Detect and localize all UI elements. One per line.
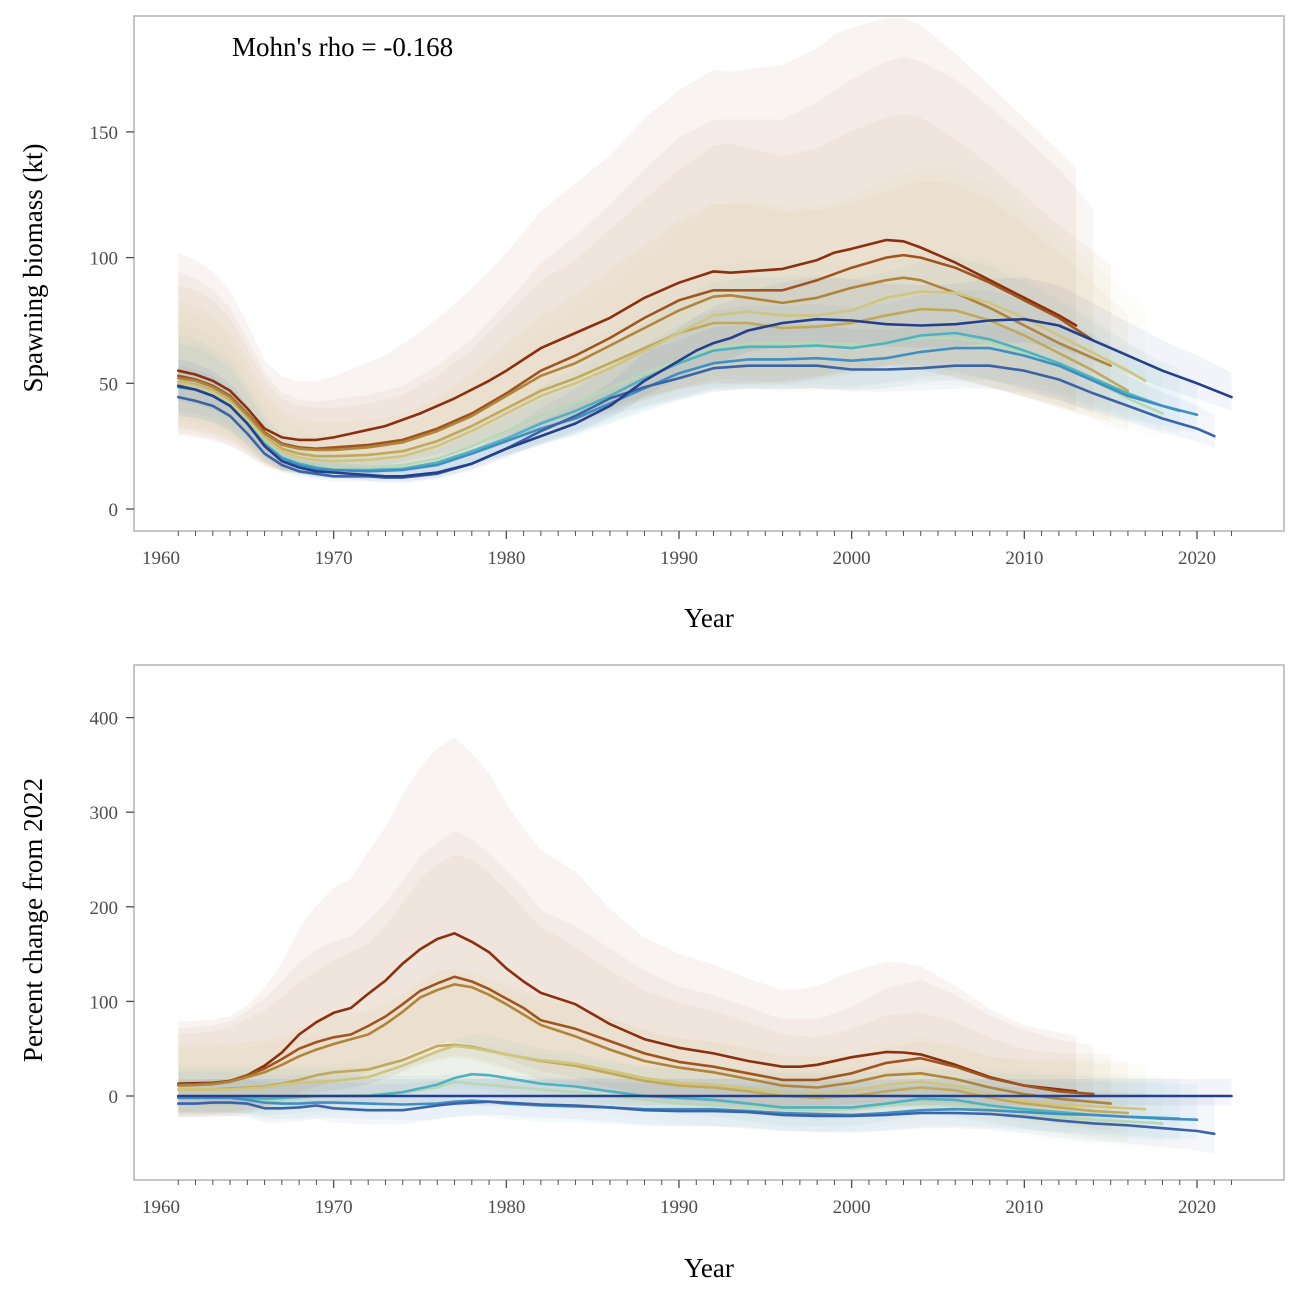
top-series-lines	[177, 238, 1233, 479]
x-tick-label-1960: 1960	[142, 1197, 180, 1218]
series-line-2013	[177, 238, 1078, 442]
bottom-x-axis-title: Year	[684, 1253, 734, 1283]
uncertainty-band-2013	[178, 737, 1077, 1122]
percent-change-panel: 0 100 200 300 400 1960 1970 1980 1990 2000 2010 202…	[18, 664, 1285, 1283]
uncertainty-band-2016	[178, 181, 1128, 475]
y-tick-label-100: 100	[90, 992, 119, 1013]
x-tick-label-1970: 1970	[315, 1197, 353, 1218]
y-tick-label-150: 150	[90, 123, 119, 144]
uncertainty-band-2021	[178, 1078, 1215, 1154]
series-line-2021	[177, 364, 1216, 479]
series-line-2019	[177, 1072, 1181, 1120]
series-line-2018	[177, 1080, 1164, 1125]
x-tick-label-2000: 2000	[833, 548, 871, 569]
x-tick-label-2020: 2020	[1178, 548, 1216, 569]
uncertainty-band-2021	[178, 324, 1215, 484]
top-uncertainty-bands	[178, 18, 1232, 484]
top-y-axis-title: Spawning biomass (kt)	[18, 144, 48, 393]
series-line-2013	[177, 932, 1078, 1093]
bottom-series-lines	[177, 932, 1233, 1136]
series-line-2015	[177, 983, 1112, 1105]
top-panel-border	[133, 15, 1285, 532]
y-tick-label-50: 50	[99, 374, 118, 395]
series-line-2014	[177, 975, 1095, 1096]
spawning-biomass-panel: 0 50 100 150 1960 1970 1980 1990 2000 2010 2020 Mo…	[18, 15, 1285, 633]
uncertainty-band-2014	[178, 57, 1094, 475]
bottom-axes: 0 100 200 300 400 1960 1970 1980 1990 2000 2010 202…	[90, 709, 1233, 1218]
top-x-axis-title: Year	[684, 603, 734, 633]
uncertainty-band-2013	[178, 18, 1077, 473]
x-tick-label-2010: 2010	[1005, 548, 1043, 569]
x-tick-label-1980: 1980	[487, 548, 525, 569]
series-line-2016	[177, 307, 1130, 458]
y-tick-label-0: 0	[109, 1087, 119, 1108]
bottom-y-axis-title: Percent change from 2022	[18, 778, 48, 1062]
x-tick-label-1980: 1980	[487, 1197, 525, 1218]
y-tick-label-400: 400	[90, 709, 119, 730]
uncertainty-band-2017	[178, 167, 1146, 477]
x-tick-label-1970: 1970	[315, 548, 353, 569]
series-line-2021	[177, 1100, 1216, 1136]
series-line-2017	[177, 1044, 1147, 1111]
top-axes: 0 50 100 150 1960 1970 1980 1990 2000 2010 2020	[90, 123, 1233, 569]
x-tick-label-1990: 1990	[660, 548, 698, 569]
y-tick-label-0: 0	[109, 500, 119, 521]
series-line-2020	[177, 346, 1199, 473]
y-tick-label-300: 300	[90, 803, 119, 824]
uncertainty-band-2014	[178, 830, 1094, 1121]
x-tick-label-2020: 2020	[1178, 1197, 1216, 1218]
uncertainty-band-2019	[178, 257, 1180, 480]
uncertainty-band-2022	[178, 277, 1232, 482]
y-tick-label-200: 200	[90, 898, 119, 919]
x-tick-label-2000: 2000	[833, 1197, 871, 1218]
bottom-panel-border	[133, 664, 1285, 1181]
x-tick-label-2010: 2010	[1005, 1197, 1043, 1218]
x-tick-label-1990: 1990	[660, 1197, 698, 1218]
x-tick-label-1960: 1960	[142, 548, 180, 569]
uncertainty-band-2017	[178, 977, 1146, 1134]
series-line-2015	[177, 276, 1112, 452]
mohns-rho-annotation: Mohn's rho = -0.168	[232, 32, 453, 62]
series-line-2017	[177, 290, 1147, 463]
y-tick-label-100: 100	[90, 249, 119, 270]
uncertainty-band-2015	[178, 113, 1111, 473]
series-line-2022	[177, 317, 1233, 478]
